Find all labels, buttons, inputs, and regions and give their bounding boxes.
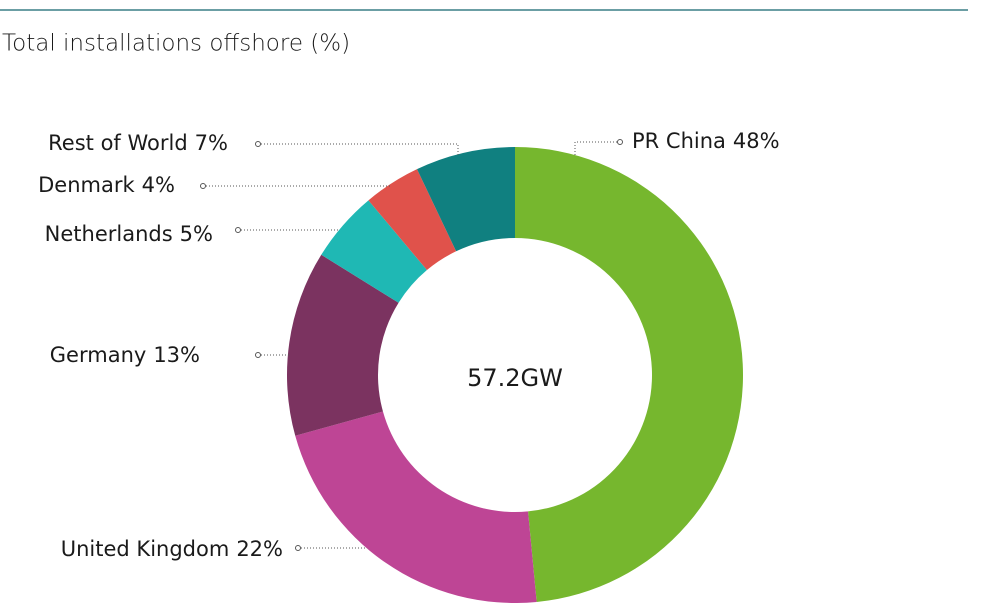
leader-line (258, 143, 459, 156)
slice (417, 147, 515, 252)
value-label: 5% (180, 222, 213, 246)
slice (515, 147, 743, 602)
chart-title: Total installations offshore (%) (2, 31, 350, 57)
category-label: United Kingdom (61, 537, 230, 561)
value-label: 7% (195, 131, 228, 155)
slice-label: United Kingdom 22% (61, 537, 283, 561)
slice-label: Netherlands 5% (45, 222, 213, 246)
leader-dot (200, 183, 206, 189)
center-label: 57.2GW (467, 364, 563, 392)
leader-line (574, 141, 620, 156)
leader-dot (255, 141, 261, 147)
slice (286, 254, 399, 436)
slice-label: PR China 48% (632, 129, 780, 153)
category-label: Denmark (38, 173, 135, 197)
value-label: 48% (733, 129, 780, 153)
slice-label: Rest of World 7% (48, 131, 228, 155)
leader-dot (235, 227, 241, 233)
slice (295, 411, 537, 603)
category-label: Rest of World (48, 131, 188, 155)
category-label: Germany (50, 343, 147, 367)
slice-label: Denmark 4% (38, 173, 175, 197)
leader-dot (255, 352, 261, 358)
slice (321, 200, 427, 303)
slice-label: Germany 13% (50, 343, 200, 367)
value-label: 13% (153, 343, 200, 367)
leader-dot (295, 545, 301, 551)
leader-dot (617, 139, 623, 145)
value-label: 4% (142, 173, 175, 197)
category-label: PR China (632, 129, 726, 153)
category-label: Netherlands (45, 222, 173, 246)
slice (368, 169, 457, 271)
value-label: 22% (236, 537, 283, 561)
